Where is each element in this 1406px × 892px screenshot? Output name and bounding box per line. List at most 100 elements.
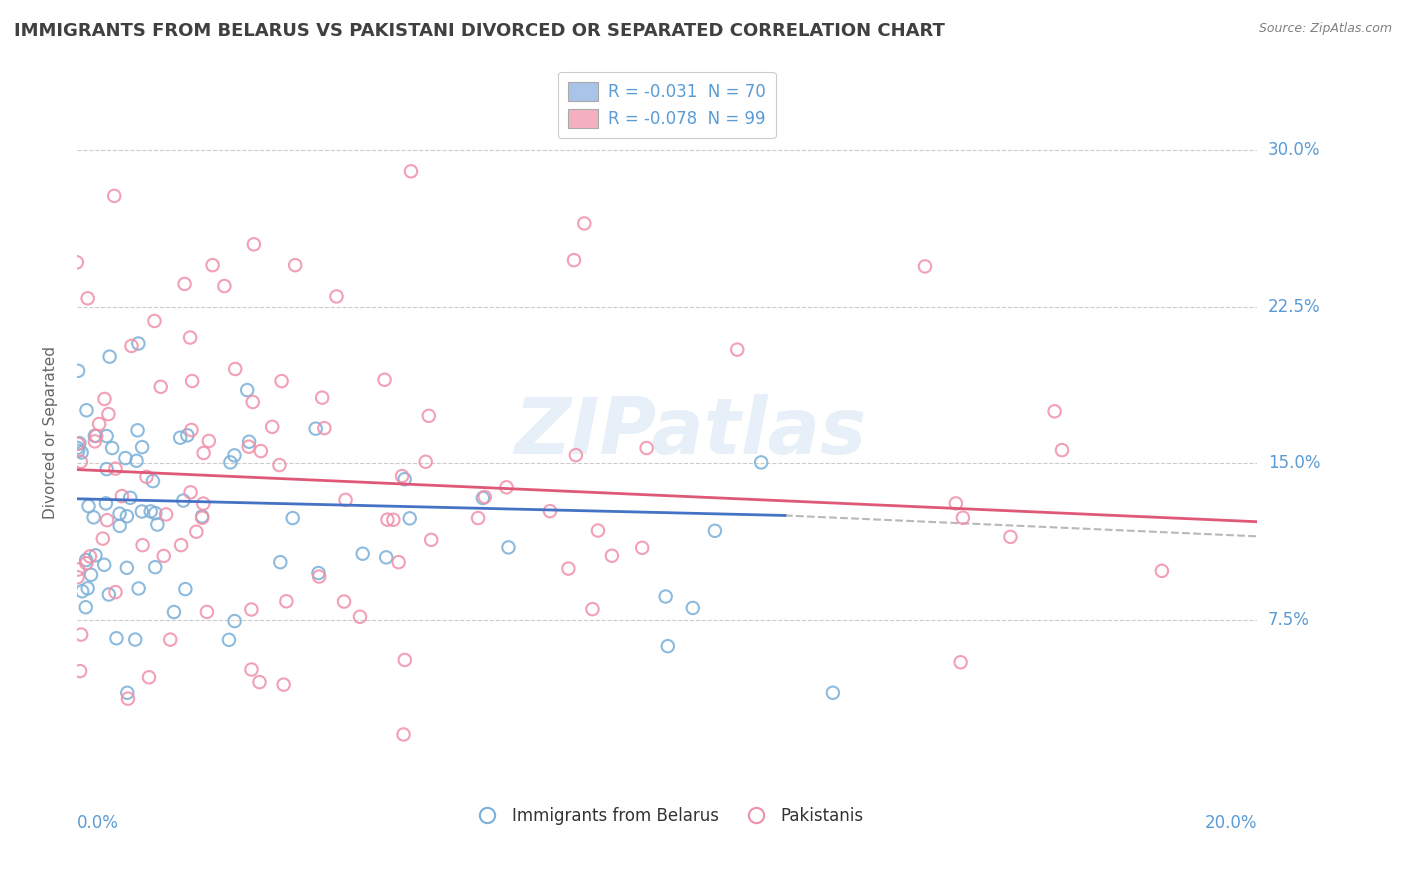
Point	[269, 555, 291, 569]
Point	[77, 499, 100, 513]
Point	[399, 164, 422, 178]
Point	[117, 686, 139, 700]
Point	[117, 691, 139, 706]
Point	[273, 678, 295, 692]
Point	[262, 419, 284, 434]
Text: 7.5%: 7.5%	[1268, 611, 1310, 629]
Point	[96, 462, 118, 476]
Point	[84, 549, 107, 563]
Point	[240, 602, 263, 616]
Point	[75, 553, 97, 567]
Point	[173, 277, 195, 291]
Point	[224, 448, 246, 462]
Point	[398, 511, 420, 525]
Point	[270, 374, 292, 388]
Point	[108, 519, 131, 533]
Point	[127, 336, 149, 351]
Point	[76, 582, 98, 596]
Point	[631, 541, 654, 555]
Point	[636, 441, 658, 455]
Point	[914, 260, 936, 274]
Point	[152, 549, 174, 563]
Point	[195, 605, 218, 619]
Point	[240, 663, 263, 677]
Point	[1150, 564, 1173, 578]
Point	[1043, 404, 1066, 418]
Text: ZIPatlas: ZIPatlas	[515, 394, 866, 470]
Point	[135, 470, 157, 484]
Point	[375, 550, 398, 565]
Point	[97, 588, 120, 602]
Point	[83, 429, 105, 443]
Point	[75, 403, 97, 417]
Point	[214, 279, 236, 293]
Text: 20.0%: 20.0%	[1205, 814, 1257, 832]
Point	[238, 440, 260, 454]
Point	[69, 664, 91, 678]
Point	[284, 258, 307, 272]
Point	[70, 445, 93, 459]
Point	[219, 455, 242, 469]
Point	[66, 437, 89, 451]
Point	[111, 489, 134, 503]
Point	[143, 314, 166, 328]
Point	[949, 655, 972, 669]
Point	[67, 436, 90, 450]
Point	[146, 517, 169, 532]
Point	[467, 511, 489, 525]
Point	[127, 423, 149, 437]
Point	[115, 509, 138, 524]
Point	[374, 373, 396, 387]
Point	[238, 434, 260, 449]
Point	[104, 585, 127, 599]
Point	[79, 549, 101, 564]
Point	[143, 560, 166, 574]
Point	[308, 566, 330, 580]
Point	[335, 492, 357, 507]
Point	[169, 431, 191, 445]
Point	[114, 451, 136, 466]
Point	[70, 627, 93, 641]
Point	[308, 569, 330, 583]
Point	[105, 632, 128, 646]
Point	[179, 330, 201, 344]
Point	[333, 594, 356, 608]
Point	[242, 395, 264, 409]
Point	[269, 458, 291, 472]
Point	[84, 429, 107, 443]
Point	[128, 582, 150, 596]
Point	[66, 255, 89, 269]
Text: IMMIGRANTS FROM BELARUS VS PAKISTANI DIVORCED OR SEPARATED CORRELATION CHART: IMMIGRANTS FROM BELARUS VS PAKISTANI DIV…	[14, 22, 945, 40]
Point	[574, 217, 596, 231]
Point	[174, 582, 197, 596]
Point	[314, 421, 336, 435]
Point	[94, 496, 117, 510]
Point	[821, 686, 844, 700]
Legend: Immigrants from Belarus, Pakistanis: Immigrants from Belarus, Pakistanis	[464, 800, 870, 831]
Point	[103, 189, 125, 203]
Point	[1000, 530, 1022, 544]
Point	[75, 600, 97, 615]
Point	[193, 497, 215, 511]
Point	[180, 485, 202, 500]
Point	[124, 632, 146, 647]
Point	[120, 491, 142, 505]
Point	[163, 605, 186, 619]
Point	[138, 670, 160, 684]
Point	[101, 441, 124, 455]
Point	[96, 513, 118, 527]
Point	[474, 490, 496, 504]
Point	[96, 429, 118, 443]
Point	[562, 253, 585, 268]
Point	[93, 558, 115, 572]
Point	[149, 380, 172, 394]
Point	[565, 448, 588, 462]
Point	[538, 504, 561, 518]
Point	[945, 496, 967, 510]
Point	[654, 590, 676, 604]
Point	[281, 511, 304, 525]
Point	[236, 383, 259, 397]
Point	[224, 362, 246, 376]
Point	[131, 538, 153, 552]
Point	[142, 474, 165, 488]
